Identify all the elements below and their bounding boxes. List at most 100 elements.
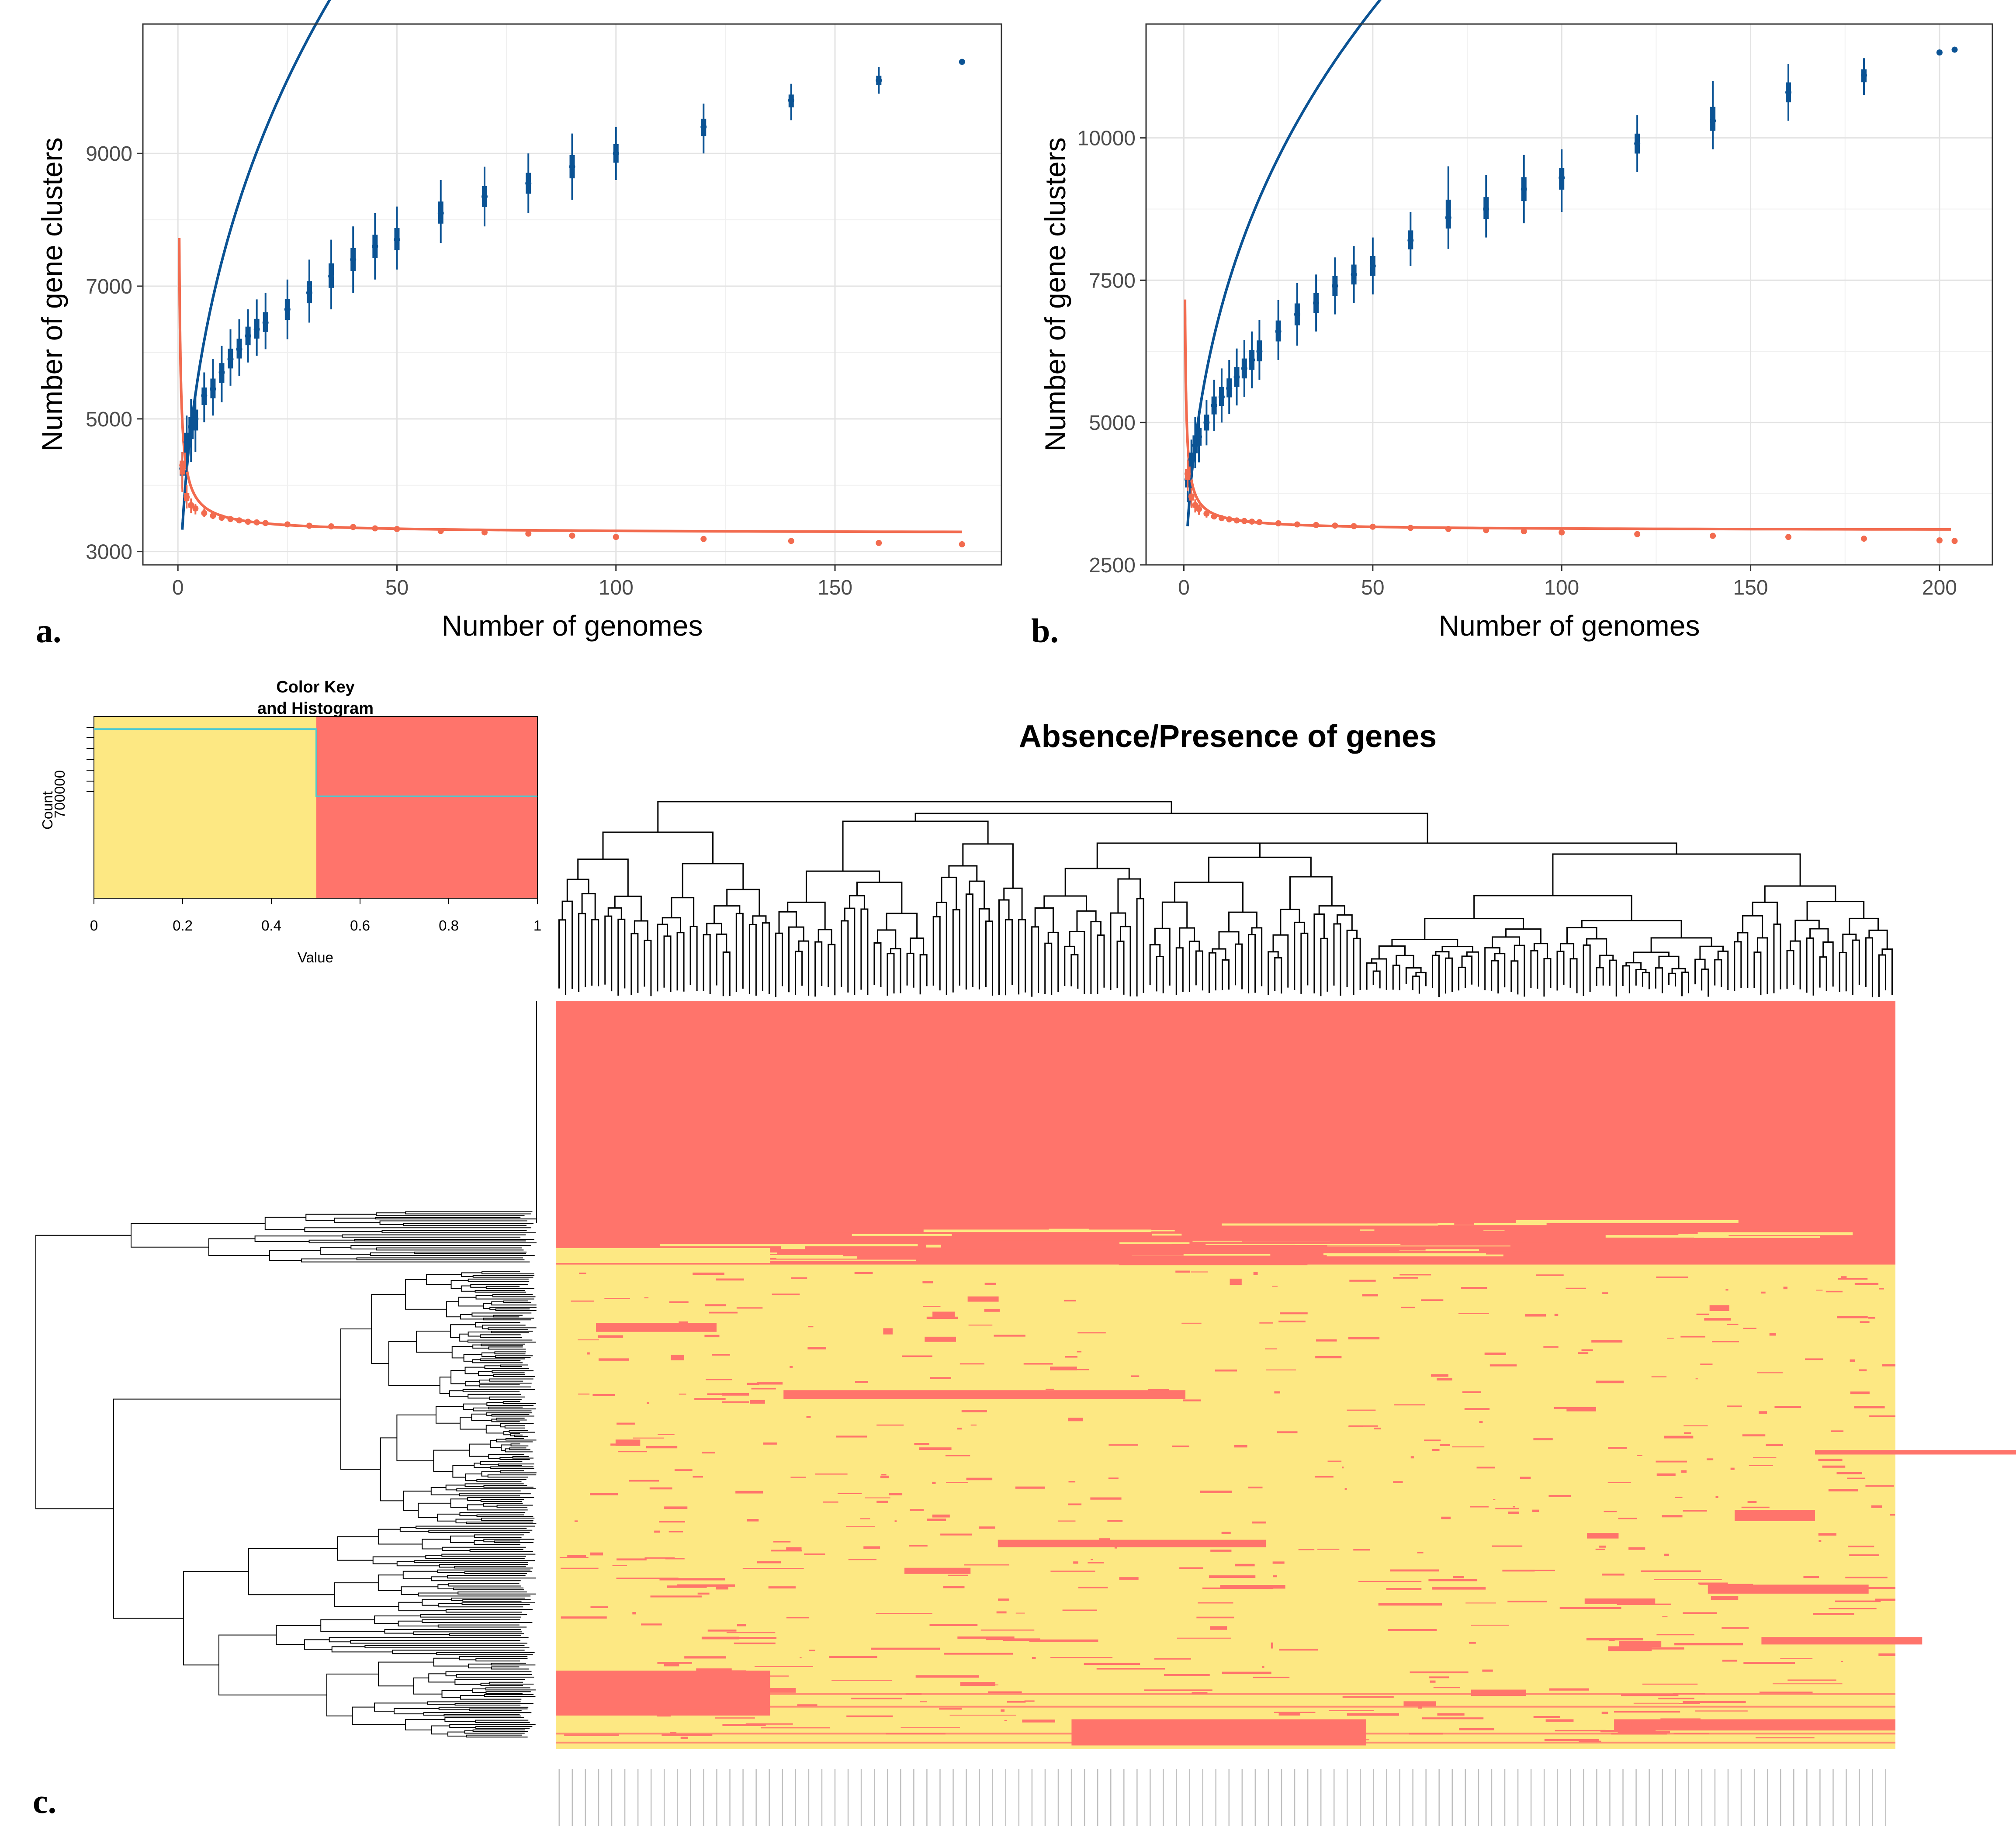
pan-point bbox=[569, 163, 575, 170]
column-dendrogram-branch bbox=[1396, 955, 1414, 968]
column-dendrogram-branch bbox=[1714, 959, 1722, 987]
column-dendrogram-branch bbox=[671, 897, 695, 927]
presence-streak bbox=[1660, 1718, 1701, 1722]
presence-streak bbox=[1298, 1549, 1315, 1550]
presence-streak bbox=[1607, 1482, 1632, 1483]
presence-streak bbox=[1601, 1712, 1608, 1714]
presence-streak bbox=[1452, 1446, 1485, 1448]
column-dendrogram-branch bbox=[1458, 966, 1466, 991]
color-key-x-tick-label: 1 bbox=[533, 917, 541, 934]
genome-column-label bbox=[1150, 1769, 1151, 1826]
column-dendrogram-branch bbox=[1737, 932, 1749, 989]
row-dendrogram-branch bbox=[437, 1624, 527, 1628]
presence-streak bbox=[1722, 1627, 1749, 1629]
presence-streak bbox=[1829, 1608, 1877, 1609]
mixed-streak bbox=[1454, 1222, 1474, 1225]
core-point bbox=[1407, 525, 1414, 531]
column-dendrogram-branch bbox=[1596, 967, 1604, 986]
presence-streak bbox=[1628, 1547, 1645, 1550]
presence-streak bbox=[806, 1416, 811, 1418]
mixed-streak bbox=[1241, 1240, 1431, 1242]
column-dendrogram-branch bbox=[1806, 901, 1865, 920]
presence-streak bbox=[1773, 1683, 1843, 1685]
column-dendrogram-branch bbox=[962, 843, 1014, 889]
column-dendrogram-branch bbox=[1208, 952, 1216, 993]
column-dendrogram-branch bbox=[1865, 937, 1873, 997]
row-dendrogram-branch bbox=[483, 1539, 534, 1543]
column-dendrogram-branch bbox=[1819, 956, 1827, 991]
presence-streak bbox=[1461, 1287, 1487, 1289]
presence-streak bbox=[1658, 1698, 1694, 1699]
core-point bbox=[1249, 518, 1255, 525]
presence-streak bbox=[932, 1514, 950, 1518]
mixed-streak bbox=[911, 1226, 1175, 1229]
pan-point bbox=[1785, 89, 1792, 96]
row-dendrogram-branch bbox=[474, 1534, 524, 1538]
column-dendrogram-branch bbox=[1839, 951, 1847, 992]
presence-streak bbox=[1172, 1445, 1189, 1447]
presence-streak bbox=[1131, 1375, 1140, 1377]
presence-streak bbox=[1252, 1521, 1266, 1524]
presence-streak bbox=[1410, 1671, 1469, 1674]
row-dendrogram-branch bbox=[435, 1406, 464, 1424]
presence-streak bbox=[1004, 1719, 1007, 1721]
row-dendrogram-branch bbox=[35, 1235, 131, 1509]
presence-streak bbox=[1430, 1680, 1436, 1683]
presence-streak bbox=[1107, 1520, 1123, 1522]
column-dendrogram-branch bbox=[1543, 958, 1552, 997]
presence-streak bbox=[1222, 1671, 1271, 1674]
column-dendrogram-branch bbox=[1294, 921, 1305, 990]
x-tick-label: 150 bbox=[817, 576, 852, 599]
presence-streak bbox=[1479, 1421, 1483, 1423]
presence-streak bbox=[1608, 1447, 1627, 1449]
presence-streak bbox=[575, 1709, 633, 1712]
column-dendrogram-branch bbox=[1043, 895, 1088, 911]
presence-streak bbox=[660, 1706, 702, 1709]
mixed-streak bbox=[1079, 1244, 1206, 1246]
row-dendrogram-branch bbox=[264, 1217, 306, 1230]
genome-column-label bbox=[860, 1769, 862, 1826]
row-dendrogram-branch bbox=[450, 1370, 465, 1384]
core-point bbox=[262, 520, 269, 526]
presence-streak bbox=[1489, 1364, 1517, 1367]
genome-column-label bbox=[966, 1769, 967, 1826]
presence-streak bbox=[657, 1715, 671, 1717]
heatmap-title: Absence/Presence of genes bbox=[1019, 719, 1437, 754]
presence-streak bbox=[1761, 1291, 1766, 1294]
presence-streak bbox=[1554, 1314, 1559, 1316]
row-dendrogram-branch bbox=[304, 1639, 332, 1650]
presence-streak bbox=[1854, 1283, 1879, 1285]
mixed-streak bbox=[1089, 1228, 1187, 1230]
core-point bbox=[1233, 517, 1240, 524]
presence-streak bbox=[747, 1519, 759, 1522]
presence-streak bbox=[1458, 1312, 1489, 1314]
row-dendrogram-branch bbox=[480, 1334, 522, 1338]
row-dendrogram-branch bbox=[504, 1425, 525, 1429]
color-key-x-tick-label: 0.6 bbox=[350, 917, 370, 934]
genome-column-label bbox=[1872, 1769, 1873, 1826]
pan-point bbox=[1196, 433, 1202, 440]
presence-streak bbox=[1743, 1662, 1795, 1664]
column-dendrogram-branch bbox=[778, 911, 797, 934]
presence-streak bbox=[735, 1491, 763, 1494]
genome-column-label bbox=[769, 1769, 770, 1826]
row-dendrogram-branch bbox=[463, 1403, 487, 1410]
presence-streak bbox=[1681, 1470, 1687, 1473]
genome-column-label bbox=[1727, 1769, 1729, 1826]
row-dendrogram-branch bbox=[456, 1488, 536, 1491]
presence-streak bbox=[1342, 1696, 1394, 1698]
pan-point bbox=[394, 236, 400, 243]
pan-point bbox=[188, 424, 194, 430]
mixed-streak bbox=[1513, 1251, 1577, 1253]
presence-streak bbox=[1656, 1277, 1688, 1278]
genome-column-label bbox=[1714, 1769, 1716, 1826]
presence-streak bbox=[1836, 1316, 1868, 1318]
presence-streak bbox=[1759, 1411, 1767, 1414]
presence-streak bbox=[1532, 1509, 1539, 1512]
presence-streak bbox=[1841, 1728, 1885, 1730]
column-dendrogram-branch bbox=[1005, 919, 1013, 996]
presence-streak bbox=[1784, 1721, 1796, 1724]
color-key-x-tick-label: 0 bbox=[90, 917, 98, 934]
column-dendrogram-branch bbox=[591, 919, 599, 986]
presence-streak bbox=[1164, 1674, 1210, 1676]
